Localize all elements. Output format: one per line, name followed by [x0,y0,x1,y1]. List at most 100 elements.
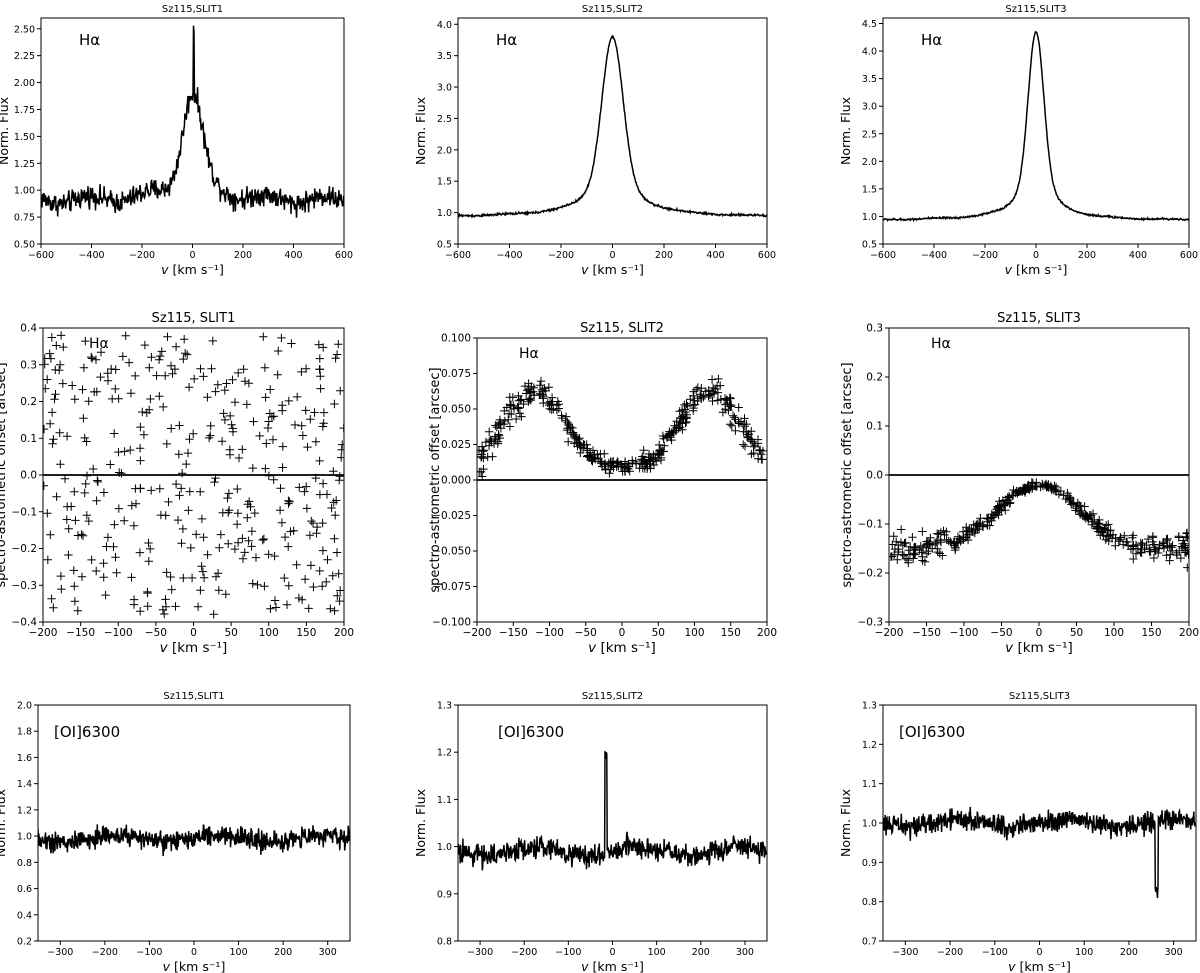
scatter-point [64,550,73,560]
scatter-point [164,497,173,507]
scatter-point [126,445,135,455]
scatter-point [173,515,183,525]
scatter-point [297,421,306,430]
scatter-point [319,408,329,417]
x-tick-label: 100 [684,627,704,639]
x-tick-label: −600 [28,250,54,261]
scatter-point [62,515,71,524]
scatter-point [126,389,136,398]
scatter-point [147,353,156,362]
x-tick-label: −400 [921,250,947,261]
scatter-point [155,484,164,493]
scatter-point [280,573,289,583]
scatter-point [524,397,533,406]
scatter-point [726,394,735,403]
scatter-point [561,412,571,421]
series-line [883,30,1189,223]
y-tick-label: 0.3 [20,359,37,371]
scatter-point [536,376,546,386]
scatter-point [233,509,243,518]
scatter-point [207,364,216,373]
scatter-point [1180,539,1189,549]
scatter-point [642,460,652,469]
scatter-point [301,364,311,373]
scatter-point [683,401,692,411]
scatter-point [278,442,287,451]
scatter-point [82,471,92,480]
scatter-point [1163,542,1172,552]
scatter-point [185,435,194,444]
scatter-point [681,407,690,417]
scatter-point [115,468,124,477]
scatter-point [181,349,190,358]
x-tick-label: −300 [892,947,918,958]
scatter-point [1044,480,1053,489]
y-tick-label: 0.1 [866,421,883,433]
scatter-point [660,441,669,450]
scatter-point [714,374,723,384]
data-marks [38,824,350,857]
scatter-point [477,467,484,477]
scatter-point [198,567,208,576]
scatter-point [1027,478,1036,487]
scatter-point [1104,520,1113,529]
x-tick-label: −300 [467,947,493,958]
scatter-point [46,354,56,363]
scatter-point [163,332,172,341]
y-tick-label: 1.0 [17,832,32,843]
y-tick-label: 1.5 [862,184,877,195]
scatter-point [45,349,54,358]
scatter-point [129,521,139,530]
y-tick-label: 1.1 [437,795,452,806]
x-axis-label: v [km s⁻¹] [1005,262,1068,277]
y-tick-label: −0.2 [12,543,38,555]
scatter-point [93,476,102,485]
scatter-point [908,533,917,542]
scatter-point [1115,535,1125,544]
scatter-point [239,365,248,374]
plot-frame [457,17,768,245]
scatter-point [220,415,230,425]
scatter-point [314,340,323,349]
scatter-point [182,459,191,469]
scatter-point [1087,520,1096,529]
scatter-point [62,432,72,441]
y-axis-label: Norm. Flux [838,97,853,165]
x-tick-label: 50 [224,627,237,639]
scatter-point [166,361,176,370]
scatter-point [244,536,253,545]
scatter-point [588,457,597,466]
scatter-point [747,449,756,459]
scatter-point [983,521,992,530]
scatter-point [1154,548,1163,558]
scatter-point [305,531,315,540]
scatter-point [43,509,52,518]
scatter-point [187,573,197,583]
scatter-point [564,419,573,429]
scatter-point [260,582,269,591]
scatter-point [180,335,189,344]
scatter-point [1165,556,1174,565]
y-tick-label: 2.5 [862,129,877,140]
scatter-point [749,448,758,458]
panel-title: Sz115,SLIT3 [1009,691,1070,702]
scatter-point [87,352,96,362]
y-axis-label: Norm. Flux [413,97,428,165]
scatter-point [744,430,753,439]
scatter-point [942,527,951,536]
x-tick-label: −50 [990,627,1012,639]
y-tick-label: 1.2 [17,805,32,816]
scatter-point [68,381,77,390]
scatter-point [136,607,145,616]
x-tick-label: 100 [230,947,248,958]
scatter-point [255,431,264,441]
scatter-point [138,407,147,417]
scatter-point [335,596,344,606]
scatter-point [488,452,497,461]
y-tick-label: 4.5 [862,19,877,30]
scatter-point [514,396,524,405]
y-tick-label: 4.0 [862,47,877,58]
scatter-point [1128,533,1137,542]
scatter-point [478,472,487,481]
